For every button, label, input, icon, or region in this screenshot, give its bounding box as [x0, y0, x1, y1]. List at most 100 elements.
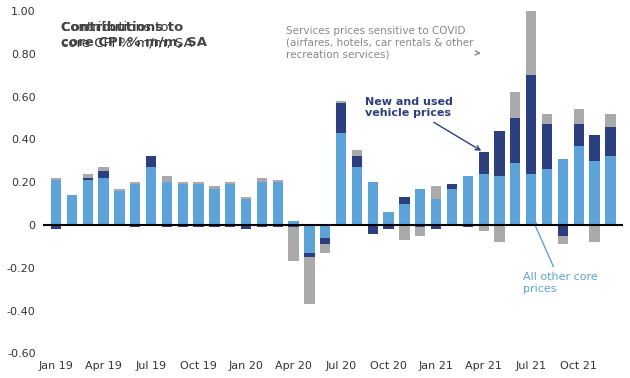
Bar [289, 225, 299, 227]
Bar [590, 135, 600, 161]
Bar [51, 180, 61, 225]
Bar [273, 182, 283, 225]
Bar [193, 225, 203, 227]
Bar [542, 114, 552, 124]
Bar [526, 174, 536, 225]
Bar [352, 167, 362, 225]
Bar [209, 189, 219, 225]
Bar [146, 167, 156, 225]
Bar [605, 127, 616, 156]
Bar [98, 167, 108, 172]
Bar [542, 124, 552, 169]
Bar [289, 221, 299, 225]
Text: All other core
prices: All other core prices [524, 220, 598, 294]
Bar [225, 182, 236, 184]
Bar [336, 101, 347, 103]
Bar [304, 225, 314, 253]
Text: Contributions to
core CPI % m/m, SA: Contributions to core CPI % m/m, SA [60, 21, 207, 49]
Bar [573, 146, 584, 225]
Bar [526, 0, 536, 75]
Bar [573, 109, 584, 124]
Bar [462, 225, 473, 227]
Bar [495, 176, 505, 225]
Bar [146, 156, 156, 167]
Bar [495, 131, 505, 176]
Bar [289, 227, 299, 261]
Bar [241, 225, 251, 229]
Bar [336, 103, 347, 133]
Bar [225, 184, 236, 225]
Bar [178, 184, 188, 225]
Bar [304, 253, 314, 257]
Bar [209, 186, 219, 189]
Text: Contributions to
core CPI % m/m, SA: Contributions to core CPI % m/m, SA [60, 21, 193, 49]
Bar [67, 195, 77, 225]
Bar [415, 189, 425, 225]
Bar [114, 191, 125, 225]
Bar [368, 182, 378, 225]
Bar [558, 159, 568, 225]
Bar [83, 174, 93, 178]
Bar [83, 180, 93, 225]
Bar [479, 225, 489, 231]
Bar [241, 197, 251, 199]
Bar [257, 225, 267, 227]
Bar [320, 225, 330, 238]
Bar [83, 178, 93, 180]
Bar [352, 156, 362, 167]
Bar [510, 92, 520, 118]
Bar [558, 236, 568, 244]
Bar [114, 189, 125, 191]
Bar [431, 199, 441, 225]
Bar [510, 163, 520, 225]
Bar [273, 225, 283, 227]
Bar [98, 178, 108, 225]
Bar [542, 169, 552, 225]
Bar [384, 225, 394, 229]
Bar [573, 124, 584, 146]
Bar [257, 178, 267, 182]
Bar [241, 199, 251, 225]
Bar [590, 225, 600, 242]
Bar [479, 152, 489, 174]
Bar [193, 182, 203, 184]
Bar [368, 225, 378, 234]
Bar [462, 176, 473, 225]
Bar [479, 174, 489, 225]
Bar [304, 257, 314, 304]
Bar [51, 178, 61, 180]
Bar [431, 225, 441, 229]
Bar [605, 156, 616, 225]
Bar [178, 182, 188, 184]
Bar [590, 161, 600, 225]
Bar [495, 225, 505, 242]
Bar [320, 244, 330, 253]
Bar [336, 133, 347, 225]
Bar [162, 176, 172, 182]
Bar [415, 225, 425, 227]
Bar [384, 212, 394, 225]
Bar [320, 238, 330, 244]
Bar [130, 225, 140, 227]
Bar [399, 204, 410, 225]
Bar [415, 227, 425, 236]
Bar [225, 225, 236, 227]
Bar [431, 186, 441, 199]
Bar [193, 184, 203, 225]
Bar [510, 118, 520, 163]
Bar [178, 225, 188, 227]
Bar [352, 150, 362, 156]
Bar [209, 225, 219, 227]
Bar [162, 225, 172, 227]
Bar [526, 75, 536, 174]
Bar [130, 182, 140, 184]
Text: New and used
vehicle prices: New and used vehicle prices [365, 96, 480, 150]
Bar [257, 182, 267, 225]
Bar [130, 184, 140, 225]
Bar [162, 182, 172, 225]
Bar [51, 225, 61, 229]
Bar [399, 225, 410, 240]
Text: Services prices sensitive to COVID
(airfares, hotels, car rentals & other
recrea: Services prices sensitive to COVID (airf… [285, 26, 479, 59]
Bar [605, 114, 616, 127]
Bar [558, 225, 568, 236]
